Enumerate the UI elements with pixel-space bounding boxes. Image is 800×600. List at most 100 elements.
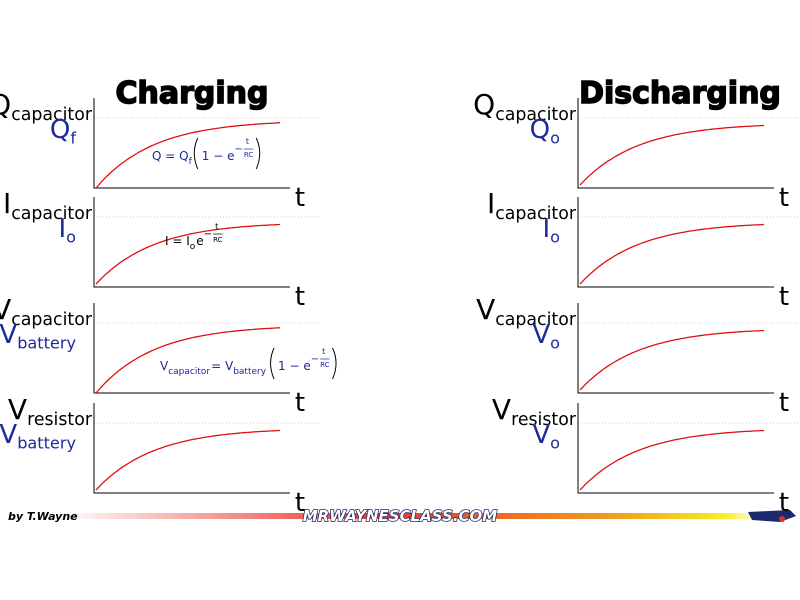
quantity-label: Vresistor	[8, 393, 93, 430]
curve	[95, 429, 281, 491]
quantity-label-sub: capacitor	[11, 310, 93, 330]
level-label-main: Q	[530, 115, 550, 145]
level-label: Vo	[532, 420, 560, 453]
axes	[93, 197, 290, 288]
formula-text: o	[190, 242, 196, 252]
formula-text: −	[234, 144, 242, 155]
quantity-label: Qcapacitor	[0, 88, 93, 125]
level-label: Io	[542, 214, 560, 247]
axis-label: t	[295, 488, 305, 518]
quantity-label-main: V	[476, 293, 495, 326]
level-label: Vbattery	[0, 320, 76, 353]
level-label: Vo	[532, 320, 560, 353]
curve	[95, 327, 281, 394]
parenthesis	[255, 137, 261, 170]
quantity-label: Vcapacitor	[476, 293, 577, 330]
quantity-label-sub: capacitor	[11, 105, 93, 125]
quantity-label-main: V	[8, 393, 27, 426]
curve	[579, 223, 765, 285]
axis-label: t	[779, 488, 789, 518]
quantity-label-main: I	[487, 187, 495, 220]
formula-text: 1 − e	[202, 149, 235, 163]
parenthesis	[193, 137, 199, 170]
formula-text: e	[196, 234, 203, 248]
author: by T.Wayne	[8, 510, 78, 523]
quantity-label-sub: capacitor	[495, 105, 577, 125]
quantity-label-main: Q	[473, 88, 495, 121]
formula-text: t	[246, 137, 249, 146]
level-label-sub: o	[550, 129, 560, 148]
formula-text: 1 − e	[278, 359, 311, 373]
level-label-main: I	[58, 214, 66, 244]
level-label-sub: o	[550, 228, 560, 247]
column-title: Charging	[115, 76, 268, 111]
column-title: Discharging	[579, 76, 781, 111]
axis-label: t	[779, 388, 789, 418]
formula-text: I = I	[165, 234, 190, 248]
level-label-main: V	[0, 420, 17, 450]
axis-label: t	[295, 388, 305, 418]
curve	[579, 429, 765, 491]
axes	[577, 197, 774, 288]
axes	[577, 303, 774, 394]
level-label-sub: battery	[17, 334, 76, 353]
level-label-main: Q	[50, 115, 70, 145]
quantity-label: Qcapacitor	[473, 88, 577, 125]
formula-text: −	[204, 229, 212, 240]
level-label-main: V	[532, 320, 550, 350]
formula-text: RC	[320, 361, 330, 369]
quantity-label-main: V	[492, 393, 511, 426]
level-label: Io	[58, 214, 76, 247]
formula-text: = V	[211, 359, 234, 373]
quantity-label-sub: capacitor	[495, 310, 577, 330]
quantity-label-sub: resistor	[511, 410, 577, 430]
axes	[93, 403, 290, 494]
parenthesis	[270, 347, 275, 380]
axes	[577, 98, 774, 189]
quantity-label: Vresistor	[492, 393, 577, 430]
quantity-label-sub: capacitor	[11, 204, 93, 224]
formula-text: t	[322, 347, 325, 356]
car-wheel	[779, 516, 785, 522]
level-label: Vbattery	[0, 420, 76, 453]
parenthesis	[332, 347, 337, 380]
quantity-label: Icapacitor	[487, 187, 577, 224]
level-label-main: V	[0, 320, 17, 350]
formula-text: RC	[244, 151, 254, 159]
formula-text: RC	[213, 236, 223, 244]
level-label-main: V	[532, 420, 550, 450]
quantity-label-main: I	[3, 187, 11, 220]
axis-label: t	[295, 183, 305, 213]
level-label-sub: o	[66, 228, 76, 247]
quantity-label-main: Q	[0, 88, 11, 121]
curve	[95, 122, 281, 189]
formula-text: Q = Q	[152, 149, 189, 163]
quantity-label-sub: resistor	[27, 410, 93, 430]
axis-label: t	[779, 282, 789, 312]
curve	[579, 124, 765, 186]
axis-label: t	[295, 282, 305, 312]
level-label-sub: f	[70, 129, 76, 148]
quantity-label-main: V	[0, 293, 11, 326]
level-label: Qo	[530, 115, 560, 148]
formula-text: t	[215, 222, 218, 231]
level-label-sub: o	[550, 434, 560, 453]
formula-text: battery	[233, 367, 267, 377]
level-label-main: I	[542, 214, 550, 244]
formula-text: f	[189, 157, 193, 167]
formula-text: capacitor	[168, 367, 210, 377]
formula-text: −	[311, 354, 319, 365]
axis-label: t	[779, 183, 789, 213]
curve	[95, 223, 281, 285]
level-label-sub: battery	[17, 434, 76, 453]
formula-text: V	[160, 359, 169, 373]
axes	[93, 98, 290, 189]
site-name: MRWAYNESCLASS.COM	[303, 507, 498, 525]
quantity-label-sub: capacitor	[495, 204, 577, 224]
level-label: Qf	[50, 115, 76, 148]
quantity-label: Icapacitor	[3, 187, 93, 224]
axes	[93, 303, 290, 394]
quantity-label: Vcapacitor	[0, 293, 93, 330]
